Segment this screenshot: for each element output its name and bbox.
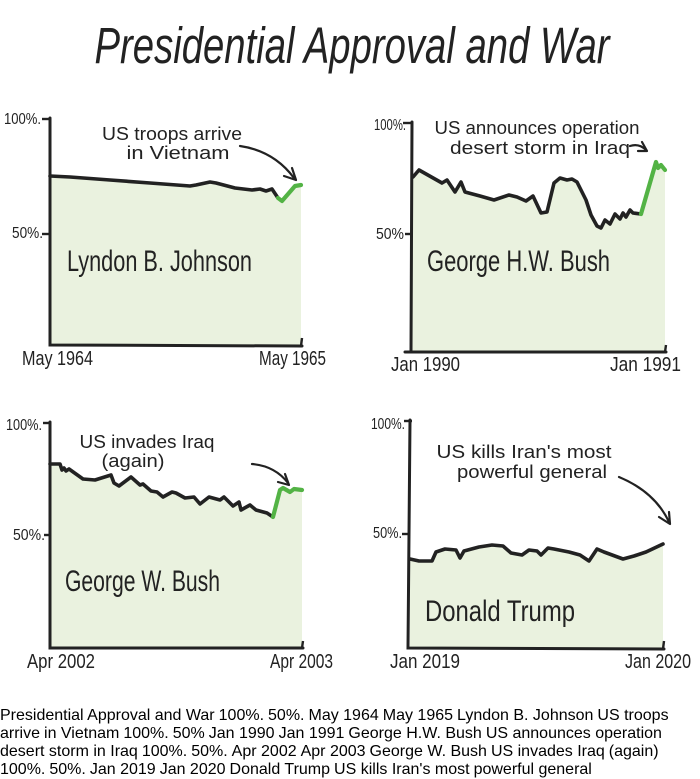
svg-text:(again): (again) [102, 451, 165, 471]
svg-text:May 1965: May 1965 [259, 348, 326, 370]
svg-text:powerful general: powerful general [457, 462, 607, 482]
svg-text:Presidential Approval and War: Presidential Approval and War [95, 17, 612, 74]
svg-text:George H.W. Bush: George H.W. Bush [427, 245, 610, 278]
svg-text:Apr 2003: Apr 2003 [270, 651, 333, 673]
svg-text:in Vietnam: in Vietnam [127, 143, 230, 163]
svg-text:US kills Iran's most: US kills Iran's most [437, 442, 612, 462]
svg-text:50%: 50% [376, 226, 404, 243]
svg-text:100%.: 100%. [4, 111, 41, 128]
svg-text:50%.: 50%. [373, 525, 402, 542]
svg-text:Jan 2020: Jan 2020 [625, 651, 691, 673]
svg-text:50%.: 50%. [13, 527, 45, 544]
svg-text:US announces operation: US announces operation [435, 118, 640, 138]
svg-text:US invades Iraq: US invades Iraq [80, 432, 215, 452]
svg-text:100%.: 100%. [374, 117, 406, 134]
svg-text:Donald Trump: Donald Trump [425, 595, 575, 628]
svg-text:100%.: 100%. [6, 417, 42, 434]
svg-text:US troops arrive: US troops arrive [102, 124, 242, 144]
svg-text:Lyndon B. Johnson: Lyndon B. Johnson [67, 245, 252, 278]
svg-text:desert storm in Iraq: desert storm in Iraq [450, 138, 630, 158]
svg-text:Jan 2019: Jan 2019 [390, 651, 460, 673]
svg-text:50%.: 50%. [12, 225, 43, 242]
svg-text:George W. Bush: George W. Bush [65, 565, 220, 598]
svg-text:Jan 1991: Jan 1991 [610, 354, 681, 376]
svg-text:100%.: 100%. [371, 416, 405, 433]
svg-text:Apr 2002: Apr 2002 [27, 651, 95, 673]
svg-text:Jan 1990: Jan 1990 [391, 354, 460, 376]
svg-text:May 1964: May 1964 [22, 348, 93, 370]
